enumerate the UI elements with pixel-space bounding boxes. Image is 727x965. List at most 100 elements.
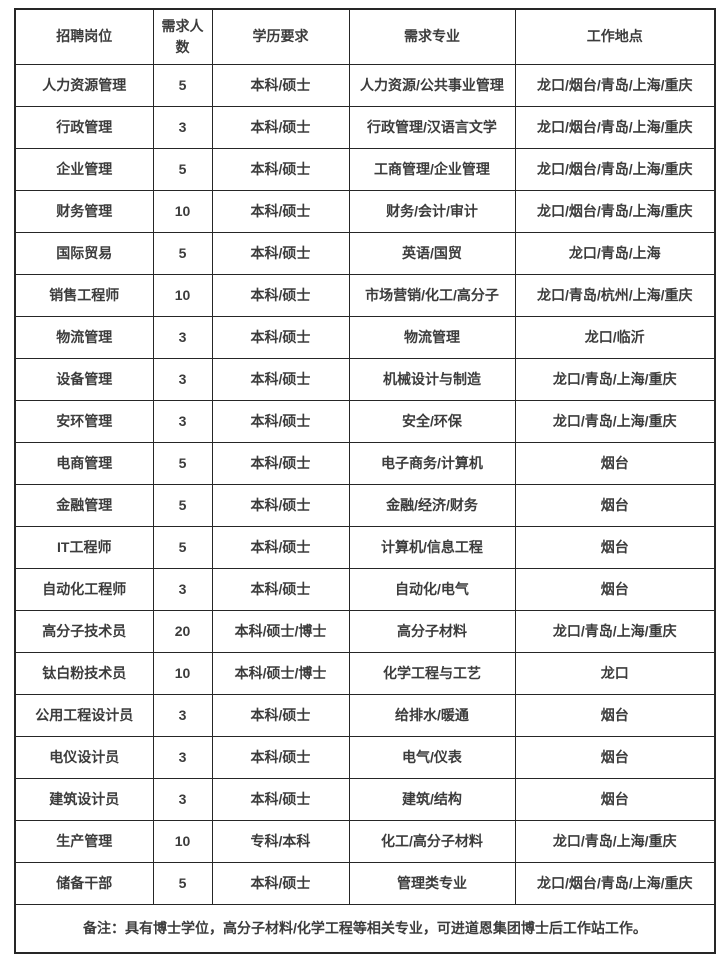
education-cell: 本科/硕士: [211, 693, 350, 737]
location-cell: 烟台: [514, 525, 716, 569]
major-cell: 管理类专业: [348, 861, 516, 905]
table-row: 金融管理 5 本科/硕士 金融/经济/财务 烟台: [14, 483, 716, 527]
location-cell: 龙口/青岛/上海: [514, 231, 716, 275]
education-cell: 本科/硕士: [211, 231, 350, 275]
headcount-cell: 5: [152, 483, 213, 527]
major-cell: 电子商务/计算机: [348, 441, 516, 485]
location-cell: 烟台: [514, 567, 716, 611]
major-cell: 高分子材料: [348, 609, 516, 653]
major-cell: 人力资源/公共事业管理: [348, 63, 516, 107]
education-cell: 本科/硕士: [211, 861, 350, 905]
headcount-cell: 5: [152, 441, 213, 485]
headcount-cell: 10: [152, 273, 213, 317]
headcount-cell: 5: [152, 63, 213, 107]
position-cell: 金融管理: [14, 483, 154, 527]
location-cell: 龙口/烟台/青岛/上海/重庆: [514, 63, 716, 107]
education-cell: 本科/硕士: [211, 441, 350, 485]
position-cell: 企业管理: [14, 147, 154, 191]
position-cell: 财务管理: [14, 189, 154, 233]
position-cell: 国际贸易: [14, 231, 154, 275]
headcount-cell: 3: [152, 693, 213, 737]
column-header: 工作地点: [514, 8, 716, 65]
note-cell: 备注：具有博士学位，高分子材料/化学工程等相关专业，可进道恩集团博士后工作站工作…: [14, 903, 716, 954]
headcount-cell: 3: [152, 777, 213, 821]
position-cell: 人力资源管理: [14, 63, 154, 107]
position-cell: 生产管理: [14, 819, 154, 863]
header-row: 招聘岗位 需求人数 学历要求 需求专业 工作地点: [14, 8, 716, 65]
table-row: 建筑设计员 3 本科/硕士 建筑/结构 烟台: [14, 777, 716, 821]
position-cell: 设备管理: [14, 357, 154, 401]
education-cell: 本科/硕士/博士: [211, 609, 350, 653]
headcount-cell: 3: [152, 315, 213, 359]
education-cell: 本科/硕士: [211, 147, 350, 191]
table-row: 生产管理 10 专科/本科 化工/高分子材料 龙口/青岛/上海/重庆: [14, 819, 716, 863]
position-cell: 自动化工程师: [14, 567, 154, 611]
education-cell: 本科/硕士: [211, 315, 350, 359]
recruitment-table: 招聘岗位 需求人数 学历要求 需求专业 工作地点 人力资源管理 5 本科/硕士 人力资源…: [14, 8, 716, 954]
major-cell: 化工/高分子材料: [348, 819, 516, 863]
table-row: IT工程师 5 本科/硕士 计算机/信息工程 烟台: [14, 525, 716, 569]
table-row: 设备管理 3 本科/硕士 机械设计与制造 龙口/青岛/上海/重庆: [14, 357, 716, 401]
major-cell: 计算机/信息工程: [348, 525, 516, 569]
headcount-cell: 10: [152, 189, 213, 233]
table-row: 人力资源管理 5 本科/硕士 人力资源/公共事业管理 龙口/烟台/青岛/上海/重…: [14, 63, 716, 107]
table-row: 物流管理 3 本科/硕士 物流管理 龙口/临沂: [14, 315, 716, 359]
table-row: 钛白粉技术员 10 本科/硕士/博士 化学工程与工艺 龙口: [14, 651, 716, 695]
table-row: 自动化工程师 3 本科/硕士 自动化/电气 烟台: [14, 567, 716, 611]
major-cell: 电气/仪表: [348, 735, 516, 779]
location-cell: 烟台: [514, 483, 716, 527]
location-cell: 龙口/烟台/青岛/上海/重庆: [514, 861, 716, 905]
table-row: 电商管理 5 本科/硕士 电子商务/计算机 烟台: [14, 441, 716, 485]
location-cell: 烟台: [514, 441, 716, 485]
major-cell: 物流管理: [348, 315, 516, 359]
headcount-cell: 3: [152, 399, 213, 443]
major-cell: 行政管理/汉语言文学: [348, 105, 516, 149]
headcount-cell: 5: [152, 147, 213, 191]
table-row: 安环管理 3 本科/硕士 安全/环保 龙口/青岛/上海/重庆: [14, 399, 716, 443]
education-cell: 本科/硕士: [211, 735, 350, 779]
major-cell: 安全/环保: [348, 399, 516, 443]
position-cell: 高分子技术员: [14, 609, 154, 653]
headcount-cell: 3: [152, 567, 213, 611]
major-cell: 建筑/结构: [348, 777, 516, 821]
position-cell: 安环管理: [14, 399, 154, 443]
column-header: 学历要求: [211, 8, 350, 65]
education-cell: 本科/硕士: [211, 63, 350, 107]
location-cell: 龙口/青岛/杭州/上海/重庆: [514, 273, 716, 317]
major-cell: 英语/国贸: [348, 231, 516, 275]
location-cell: 龙口/青岛/上海/重庆: [514, 819, 716, 863]
note-row: 备注：具有博士学位，高分子材料/化学工程等相关专业，可进道恩集团博士后工作站工作…: [14, 903, 716, 954]
table-row: 高分子技术员 20 本科/硕士/博士 高分子材料 龙口/青岛/上海/重庆: [14, 609, 716, 653]
table-row: 国际贸易 5 本科/硕士 英语/国贸 龙口/青岛/上海: [14, 231, 716, 275]
location-cell: 龙口/临沂: [514, 315, 716, 359]
location-cell: 龙口/烟台/青岛/上海/重庆: [514, 189, 716, 233]
table-row: 储备干部 5 本科/硕士 管理类专业 龙口/烟台/青岛/上海/重庆: [14, 861, 716, 905]
major-cell: 工商管理/企业管理: [348, 147, 516, 191]
position-cell: 电商管理: [14, 441, 154, 485]
headcount-cell: 10: [152, 819, 213, 863]
education-cell: 本科/硕士: [211, 483, 350, 527]
location-cell: 烟台: [514, 777, 716, 821]
education-cell: 本科/硕士: [211, 189, 350, 233]
position-cell: 电仪设计员: [14, 735, 154, 779]
major-cell: 金融/经济/财务: [348, 483, 516, 527]
education-cell: 本科/硕士: [211, 399, 350, 443]
location-cell: 龙口/青岛/上海/重庆: [514, 399, 716, 443]
position-cell: 钛白粉技术员: [14, 651, 154, 695]
headcount-cell: 5: [152, 231, 213, 275]
position-cell: IT工程师: [14, 525, 154, 569]
education-cell: 本科/硕士: [211, 525, 350, 569]
location-cell: 烟台: [514, 693, 716, 737]
headcount-cell: 20: [152, 609, 213, 653]
headcount-cell: 10: [152, 651, 213, 695]
column-header: 需求人数: [152, 8, 213, 65]
table-row: 公用工程设计员 3 本科/硕士 给排水/暖通 烟台: [14, 693, 716, 737]
location-cell: 龙口/烟台/青岛/上海/重庆: [514, 105, 716, 149]
table-row: 销售工程师 10 本科/硕士 市场营销/化工/高分子 龙口/青岛/杭州/上海/重…: [14, 273, 716, 317]
position-cell: 行政管理: [14, 105, 154, 149]
education-cell: 本科/硕士: [211, 273, 350, 317]
education-cell: 本科/硕士: [211, 567, 350, 611]
position-cell: 公用工程设计员: [14, 693, 154, 737]
education-cell: 本科/硕士: [211, 357, 350, 401]
